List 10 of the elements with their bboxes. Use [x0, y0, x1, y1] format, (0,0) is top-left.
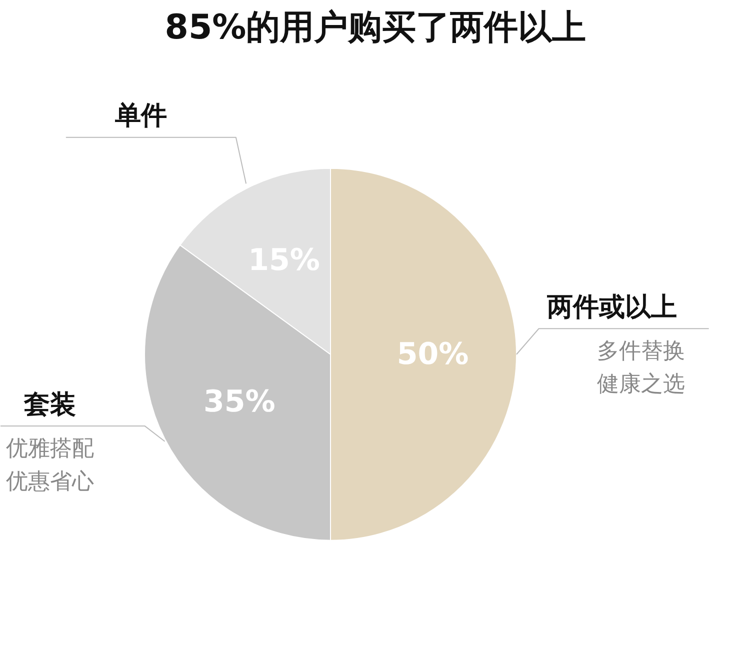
data-label: 50%: [396, 336, 469, 372]
text: 多件替换: [596, 338, 685, 364]
data-label: 35%: [203, 384, 276, 420]
slice-label: 两件或以上: [546, 292, 677, 322]
text: 优雅搭配: [6, 436, 94, 462]
chart-title: 85%的用户购买了两件以上: [164, 8, 586, 48]
slice-label: 套装: [22, 390, 76, 420]
slice-label: 单件: [114, 101, 167, 132]
text: 健康之选: [596, 372, 685, 397]
text: 优惠省心: [6, 469, 94, 494]
